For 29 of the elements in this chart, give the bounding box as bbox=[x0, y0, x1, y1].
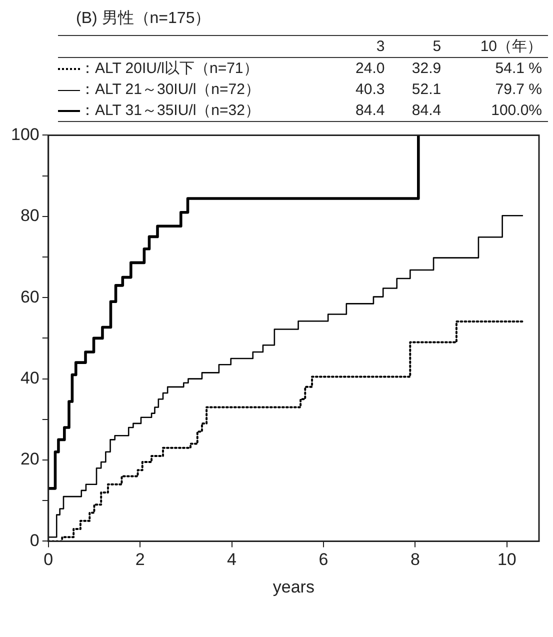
text: 3 bbox=[375, 37, 386, 57]
x-axis-title: years bbox=[272, 577, 314, 596]
x-tick-label: 2 bbox=[135, 550, 145, 570]
y-tick-label: 40 bbox=[20, 368, 40, 388]
x-tick-label: 4 bbox=[227, 550, 237, 570]
text: 54.1 % bbox=[494, 59, 543, 79]
text: 10（年） bbox=[479, 37, 543, 57]
x-tick-label: 10 bbox=[497, 550, 516, 570]
y-tick-label: 100 bbox=[10, 124, 40, 144]
text: 52.1 bbox=[410, 80, 442, 100]
text: 32.9 bbox=[410, 59, 442, 79]
y-tick-label: 80 bbox=[20, 206, 40, 226]
legend-label: ：ALT 21～30IU/l（n=72） bbox=[80, 81, 260, 98]
x-tick-label: 0 bbox=[44, 550, 54, 570]
text: 24.0 bbox=[354, 59, 386, 79]
text: 84.4 bbox=[354, 101, 386, 121]
text: 100.0% bbox=[490, 101, 543, 121]
y-tick-label: 20 bbox=[20, 450, 40, 469]
legend-label: ：ALT 31～35IU/l（n=32） bbox=[80, 102, 260, 119]
y-tick-label: 0 bbox=[30, 530, 40, 550]
text: 5 bbox=[432, 37, 442, 57]
y-tick-label: 60 bbox=[20, 287, 40, 306]
text: 84.4 bbox=[410, 101, 442, 121]
legend-label: ：ALT 20IU/l以下（n=71） bbox=[80, 60, 258, 77]
text: 79.7 % bbox=[494, 80, 543, 100]
x-tick-label: 6 bbox=[318, 550, 328, 570]
text: 40.3 bbox=[354, 80, 386, 100]
x-tick-label: 8 bbox=[410, 550, 420, 570]
chart-title: (B) 男性（n=175） bbox=[76, 9, 212, 29]
